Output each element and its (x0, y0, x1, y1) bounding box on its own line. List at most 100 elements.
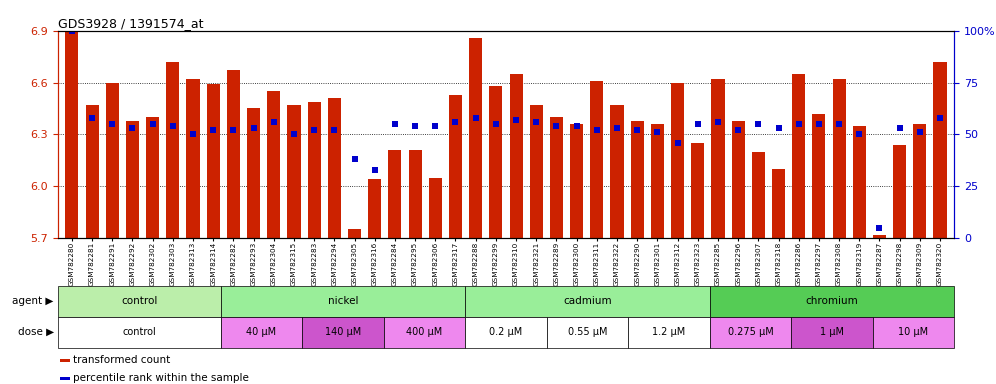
Bar (570, 124, 584, 238)
Point (528, 119, 544, 125)
Point (508, 117, 524, 123)
Point (407, 123, 423, 129)
Bar (611, 105, 623, 238)
Bar (853, 126, 866, 238)
Point (266, 119, 282, 125)
Bar (772, 169, 785, 238)
Bar (348, 230, 362, 238)
Bar (510, 74, 523, 238)
Bar (691, 143, 704, 238)
Text: GDS3928 / 1391574_at: GDS3928 / 1391574_at (58, 17, 203, 30)
Bar (302, 317, 383, 348)
Point (649, 129, 665, 136)
Bar (833, 79, 846, 238)
Text: dose ▶: dose ▶ (18, 327, 54, 337)
Bar (58, 286, 221, 317)
Point (205, 127, 221, 133)
Bar (428, 178, 442, 238)
Text: percentile rank within the sample: percentile rank within the sample (73, 373, 249, 383)
Point (589, 127, 605, 133)
Text: control: control (122, 296, 157, 306)
Text: 0.275 μM: 0.275 μM (727, 327, 773, 337)
Bar (66, 31, 79, 238)
Point (185, 131, 201, 137)
Text: 40 μM: 40 μM (246, 327, 277, 337)
Bar (711, 79, 724, 238)
Bar (166, 62, 179, 238)
Point (165, 123, 181, 129)
Bar (591, 81, 604, 238)
Text: 140 μM: 140 μM (325, 327, 362, 337)
Point (609, 125, 624, 131)
Point (891, 125, 907, 131)
Text: chromium: chromium (806, 296, 859, 306)
Point (468, 115, 484, 121)
Bar (383, 317, 465, 348)
Bar (469, 38, 482, 238)
Bar (221, 317, 302, 348)
Point (447, 119, 463, 125)
Point (690, 121, 706, 127)
Point (225, 127, 241, 133)
Bar (449, 95, 462, 238)
Bar (146, 117, 159, 238)
Text: control: control (123, 327, 156, 337)
Text: 0.55 μM: 0.55 μM (568, 327, 608, 337)
Bar (408, 150, 421, 238)
Bar (530, 105, 543, 238)
Point (105, 121, 121, 127)
Point (872, 225, 887, 231)
Point (427, 123, 443, 129)
Point (124, 125, 140, 131)
Bar (308, 102, 321, 238)
Bar (227, 71, 240, 238)
Point (669, 140, 685, 146)
Bar (791, 317, 872, 348)
Bar (710, 317, 791, 348)
Bar (388, 150, 401, 238)
Bar (671, 83, 684, 238)
Bar (792, 74, 806, 238)
Bar (58, 317, 221, 348)
Point (771, 125, 787, 131)
Bar (872, 235, 886, 238)
Text: 1.2 μM: 1.2 μM (652, 327, 685, 337)
Bar (465, 317, 547, 348)
Bar (650, 124, 664, 238)
Point (811, 121, 827, 127)
Bar (221, 286, 465, 317)
Text: 1 μM: 1 μM (820, 327, 844, 337)
Bar (872, 317, 954, 348)
Text: 400 μM: 400 μM (406, 327, 442, 337)
Point (831, 121, 847, 127)
Bar (710, 286, 954, 317)
Point (730, 127, 746, 133)
Point (64, 28, 80, 34)
Text: 0.2 μM: 0.2 μM (489, 327, 523, 337)
Text: transformed count: transformed count (73, 356, 170, 366)
Bar (550, 117, 563, 238)
Bar (106, 83, 119, 238)
Bar (369, 179, 381, 238)
Bar (630, 121, 643, 238)
Bar (267, 91, 280, 238)
Point (367, 167, 382, 173)
Bar (628, 317, 710, 348)
Point (932, 115, 948, 121)
Point (569, 123, 585, 129)
Bar (933, 62, 946, 238)
Point (84, 115, 100, 121)
Point (549, 123, 565, 129)
Point (912, 129, 928, 136)
Point (488, 121, 504, 127)
Point (750, 121, 766, 127)
Point (791, 121, 807, 127)
Point (710, 119, 726, 125)
Bar (752, 152, 765, 238)
Point (246, 125, 262, 131)
Text: cadmium: cadmium (563, 296, 612, 306)
Bar (86, 105, 99, 238)
Point (327, 127, 343, 133)
Bar (288, 105, 301, 238)
Bar (913, 124, 926, 238)
